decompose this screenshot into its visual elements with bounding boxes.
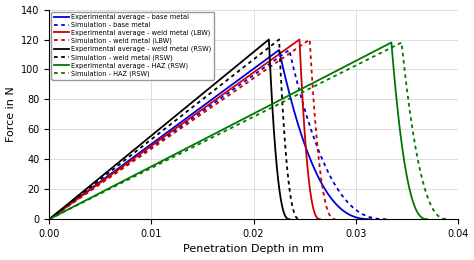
X-axis label: Penetration Depth in mm: Penetration Depth in mm [183, 244, 324, 255]
Legend: Experimental average - base metal, Simulation - base metal, Experimental average: Experimental average - base metal, Simul… [51, 11, 214, 80]
Y-axis label: Force in N: Force in N [6, 87, 16, 142]
